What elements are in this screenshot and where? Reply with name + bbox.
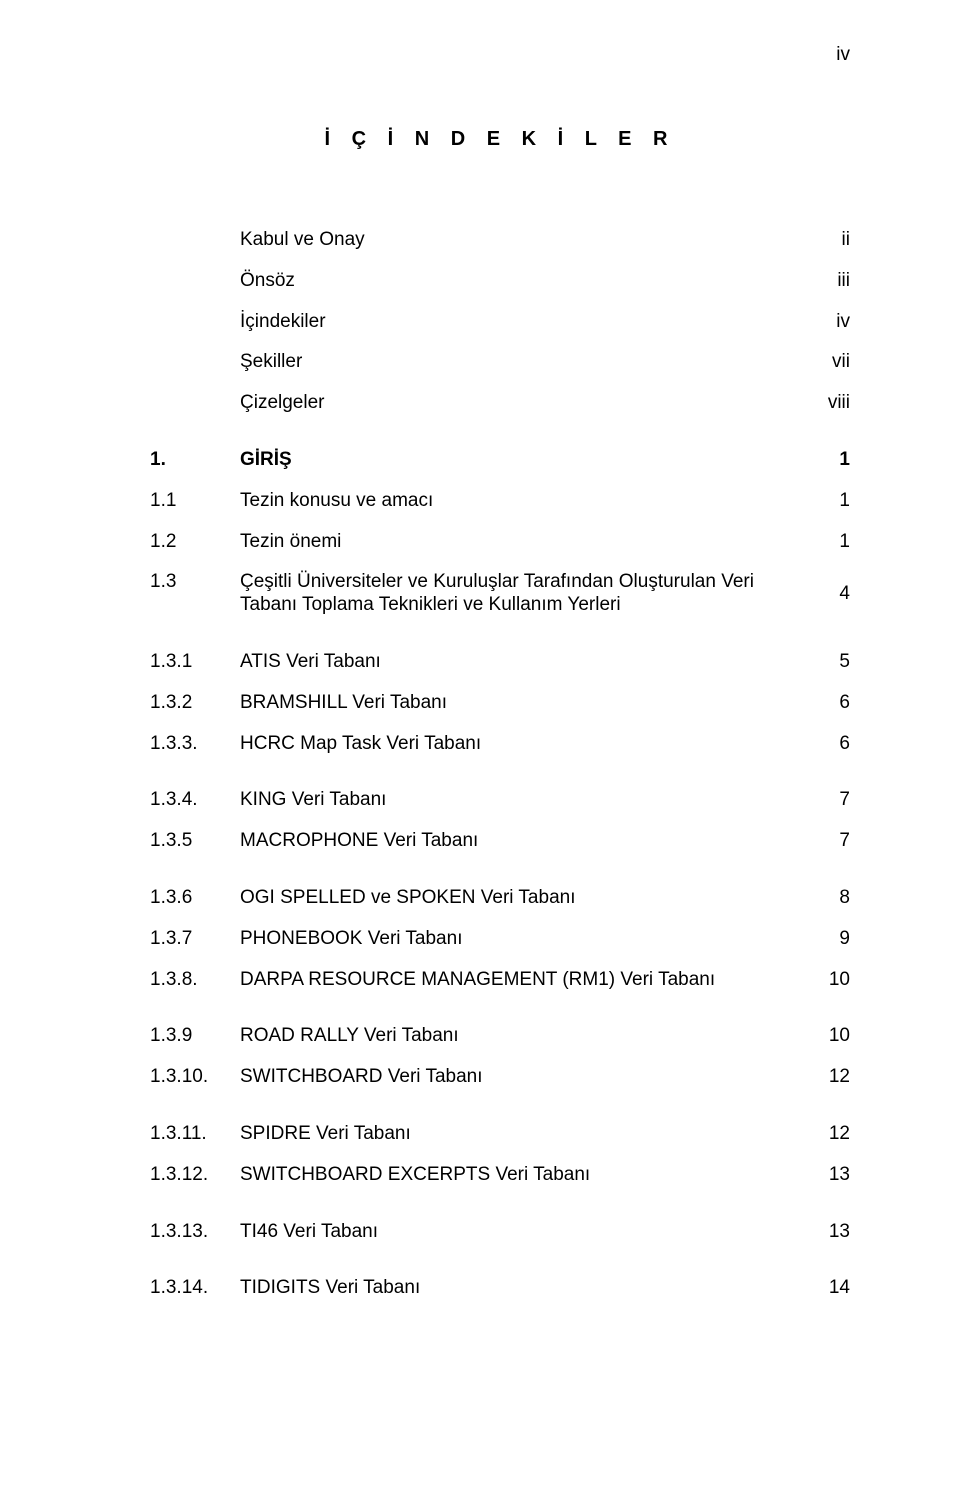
toc-row-main: 1.1 Tezin konusu ve amacı 1 — [150, 490, 850, 513]
toc-num: 1.3.9 — [150, 1025, 240, 1048]
toc-page: 12 — [810, 1123, 850, 1146]
toc-page: 6 — [810, 733, 850, 756]
toc-label: HCRC Map Task Veri Tabanı — [240, 733, 810, 756]
toc-row-front: Önsöz iii — [150, 270, 850, 293]
toc-label: KING Veri Tabanı — [240, 789, 810, 812]
toc-page: 7 — [810, 789, 850, 812]
toc-label: Tezin konusu ve amacı — [240, 490, 810, 513]
toc-num: 1.1 — [150, 490, 240, 513]
toc-label: Çizelgeler — [240, 392, 810, 415]
toc-num: 1.3.5 — [150, 830, 240, 853]
toc-page: 4 — [810, 583, 850, 606]
toc-num: 1.3.14. — [150, 1277, 240, 1300]
toc-row-main: 1.3.2 BRAMSHILL Veri Tabanı 6 — [150, 692, 850, 715]
toc-label: TI46 Veri Tabanı — [240, 1221, 810, 1244]
toc-label: ROAD RALLY Veri Tabanı — [240, 1025, 810, 1048]
toc-row-main: 1.3.3. HCRC Map Task Veri Tabanı 6 — [150, 733, 850, 756]
toc-num: 1.3.4. — [150, 789, 240, 812]
toc-row-main: 1.3.5 MACROPHONE Veri Tabanı 7 — [150, 830, 850, 853]
page-marker-top: iv — [836, 44, 850, 66]
toc-row-main: 1. GİRİŞ 1 — [150, 449, 850, 472]
toc-page: 10 — [810, 969, 850, 992]
toc-num: 1.3.3. — [150, 733, 240, 756]
toc-row-front: Kabul ve Onay ii — [150, 229, 850, 252]
toc-label: SPIDRE Veri Tabanı — [240, 1123, 810, 1146]
toc-label: Şekiller — [240, 351, 810, 374]
toc-row-main: 1.3 Çeşitli Üniversiteler ve Kuruluşlar … — [150, 571, 850, 617]
toc-page: 1 — [810, 449, 850, 472]
toc-num: 1.3.6 — [150, 887, 240, 910]
toc-num: 1.3.1 — [150, 651, 240, 674]
toc-page: iii — [810, 270, 850, 293]
toc-page: vii — [810, 351, 850, 374]
toc-row-main: 1.3.14. TIDIGITS Veri Tabanı 14 — [150, 1277, 850, 1300]
toc-num: 1.3.10. — [150, 1066, 240, 1089]
toc-row-main: 1.3.13. TI46 Veri Tabanı 13 — [150, 1221, 850, 1244]
toc-num: 1.3.12. — [150, 1164, 240, 1187]
toc-num: 1.3.11. — [150, 1123, 240, 1146]
toc-label: GİRİŞ — [240, 449, 810, 472]
toc-row-main: 1.3.8. DARPA RESOURCE MANAGEMENT (RM1) V… — [150, 969, 850, 992]
toc-label: OGI SPELLED ve SPOKEN Veri Tabanı — [240, 887, 810, 910]
toc-label: Çeşitli Üniversiteler ve Kuruluşlar Tara… — [240, 571, 810, 617]
toc-label: Kabul ve Onay — [240, 229, 810, 252]
toc-page: 6 — [810, 692, 850, 715]
toc-row-main: 1.3.10. SWITCHBOARD Veri Tabanı 12 — [150, 1066, 850, 1089]
toc-label: DARPA RESOURCE MANAGEMENT (RM1) Veri Tab… — [240, 969, 810, 992]
toc-page: 14 — [810, 1277, 850, 1300]
toc-row-front: İçindekiler iv — [150, 311, 850, 334]
toc-row-main: 1.2 Tezin önemi 1 — [150, 531, 850, 554]
toc-row-main: 1.3.11. SPIDRE Veri Tabanı 12 — [150, 1123, 850, 1146]
toc-num: 1.3.7 — [150, 928, 240, 951]
toc-page: 8 — [810, 887, 850, 910]
toc-num: 1.2 — [150, 531, 240, 554]
toc-num: 1.3.2 — [150, 692, 240, 715]
toc-row-main: 1.3.7 PHONEBOOK Veri Tabanı 9 — [150, 928, 850, 951]
toc-page: 7 — [810, 830, 850, 853]
toc-num: 1. — [150, 449, 240, 472]
toc-heading: İ Ç İ N D E K İ L E R — [150, 128, 850, 151]
toc-label: PHONEBOOK Veri Tabanı — [240, 928, 810, 951]
toc-page: ii — [810, 229, 850, 252]
toc-page: 13 — [810, 1221, 850, 1244]
toc-page: 10 — [810, 1025, 850, 1048]
toc-row-main: 1.3.12. SWITCHBOARD EXCERPTS Veri Tabanı… — [150, 1164, 850, 1187]
toc-page: 9 — [810, 928, 850, 951]
toc-row-main: 1.3.4. KING Veri Tabanı 7 — [150, 789, 850, 812]
toc-label: SWITCHBOARD Veri Tabanı — [240, 1066, 810, 1089]
toc-page: viii — [810, 392, 850, 415]
toc-row-front: Çizelgeler viii — [150, 392, 850, 415]
toc-page: 5 — [810, 651, 850, 674]
toc-row-main: 1.3.6 OGI SPELLED ve SPOKEN Veri Tabanı … — [150, 887, 850, 910]
toc-page: 1 — [810, 531, 850, 554]
toc-label: İçindekiler — [240, 311, 810, 334]
toc-num: 1.3.13. — [150, 1221, 240, 1244]
toc-row-main: 1.3.9 ROAD RALLY Veri Tabanı 10 — [150, 1025, 850, 1048]
toc-page: 12 — [810, 1066, 850, 1089]
toc-page: iv İ Ç İ N D E K İ L E R Kabul ve Onay i… — [0, 0, 960, 1497]
toc-label: BRAMSHILL Veri Tabanı — [240, 692, 810, 715]
toc-page: 1 — [810, 490, 850, 513]
toc-label: Önsöz — [240, 270, 810, 293]
toc-num: 1.3 — [150, 571, 240, 594]
toc-body: Kabul ve Onay ii Önsöz iii İçindekiler i… — [150, 229, 850, 1300]
toc-row-main: 1.3.1 ATIS Veri Tabanı 5 — [150, 651, 850, 674]
toc-page: iv — [810, 311, 850, 334]
toc-label: ATIS Veri Tabanı — [240, 651, 810, 674]
toc-page: 13 — [810, 1164, 850, 1187]
toc-label: Tezin önemi — [240, 531, 810, 554]
toc-label: TIDIGITS Veri Tabanı — [240, 1277, 810, 1300]
toc-label: MACROPHONE Veri Tabanı — [240, 830, 810, 853]
toc-num: 1.3.8. — [150, 969, 240, 992]
toc-label: SWITCHBOARD EXCERPTS Veri Tabanı — [240, 1164, 810, 1187]
toc-row-front: Şekiller vii — [150, 351, 850, 374]
